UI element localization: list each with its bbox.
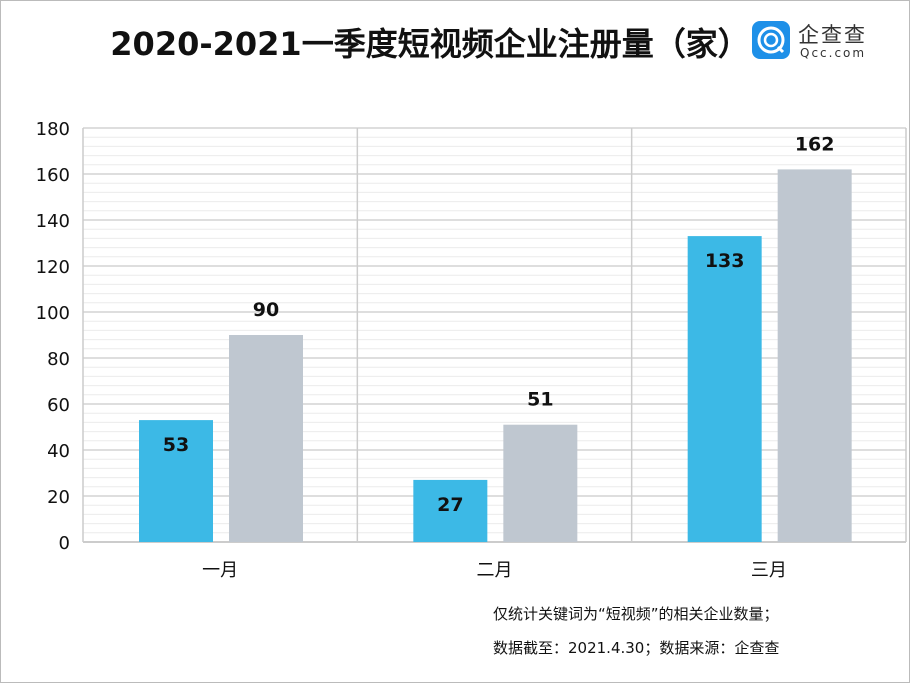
bar-series2: [777, 169, 852, 542]
chart-title: 2020-2021一季度短视频企业注册量（家）: [110, 25, 750, 63]
y-tick-label: 140: [36, 211, 70, 232]
bar-chart: 0 20 40 60 80 100 120 140 160 180 一月 53 90 二月 27 51 三月 13…: [36, 119, 907, 581]
qcc-logo-icon: [752, 21, 790, 59]
data-label: 53: [163, 434, 189, 456]
y-tick-label: 40: [47, 441, 70, 462]
y-tick-label: 160: [36, 165, 70, 186]
data-label: 27: [437, 494, 463, 516]
y-tick-label: 60: [47, 395, 70, 416]
bar-series1: [687, 236, 762, 542]
data-label: 133: [705, 250, 745, 272]
note-scope: 仅统计关键词为“短视频”的相关企业数量；: [493, 605, 779, 623]
qcc-logo: 企查查 Qcc.com: [752, 21, 910, 63]
y-tick-label: 100: [36, 303, 70, 324]
x-tick-label: 一月: [202, 560, 238, 581]
logo-en: Qcc.com: [800, 46, 867, 60]
bar-series1: [413, 479, 488, 542]
y-tick-label: 80: [47, 349, 70, 370]
x-tick-label: 三月: [751, 560, 787, 581]
y-tick-label: 180: [36, 119, 70, 140]
bar-series1: [139, 420, 213, 542]
y-tick-label: 0: [59, 533, 70, 554]
data-label: 51: [527, 389, 553, 411]
data-label: 162: [795, 133, 835, 155]
note-source: 数据截至：2021.4.30；数据来源：企查查: [493, 639, 780, 657]
bar-series2: [503, 424, 578, 542]
y-tick-label: 20: [47, 487, 70, 508]
data-label: 90: [253, 299, 279, 321]
y-tick-label: 120: [36, 257, 70, 278]
bar-series2: [229, 335, 303, 542]
logo-cn: 企查查: [798, 23, 867, 47]
x-tick-label: 二月: [477, 560, 513, 581]
